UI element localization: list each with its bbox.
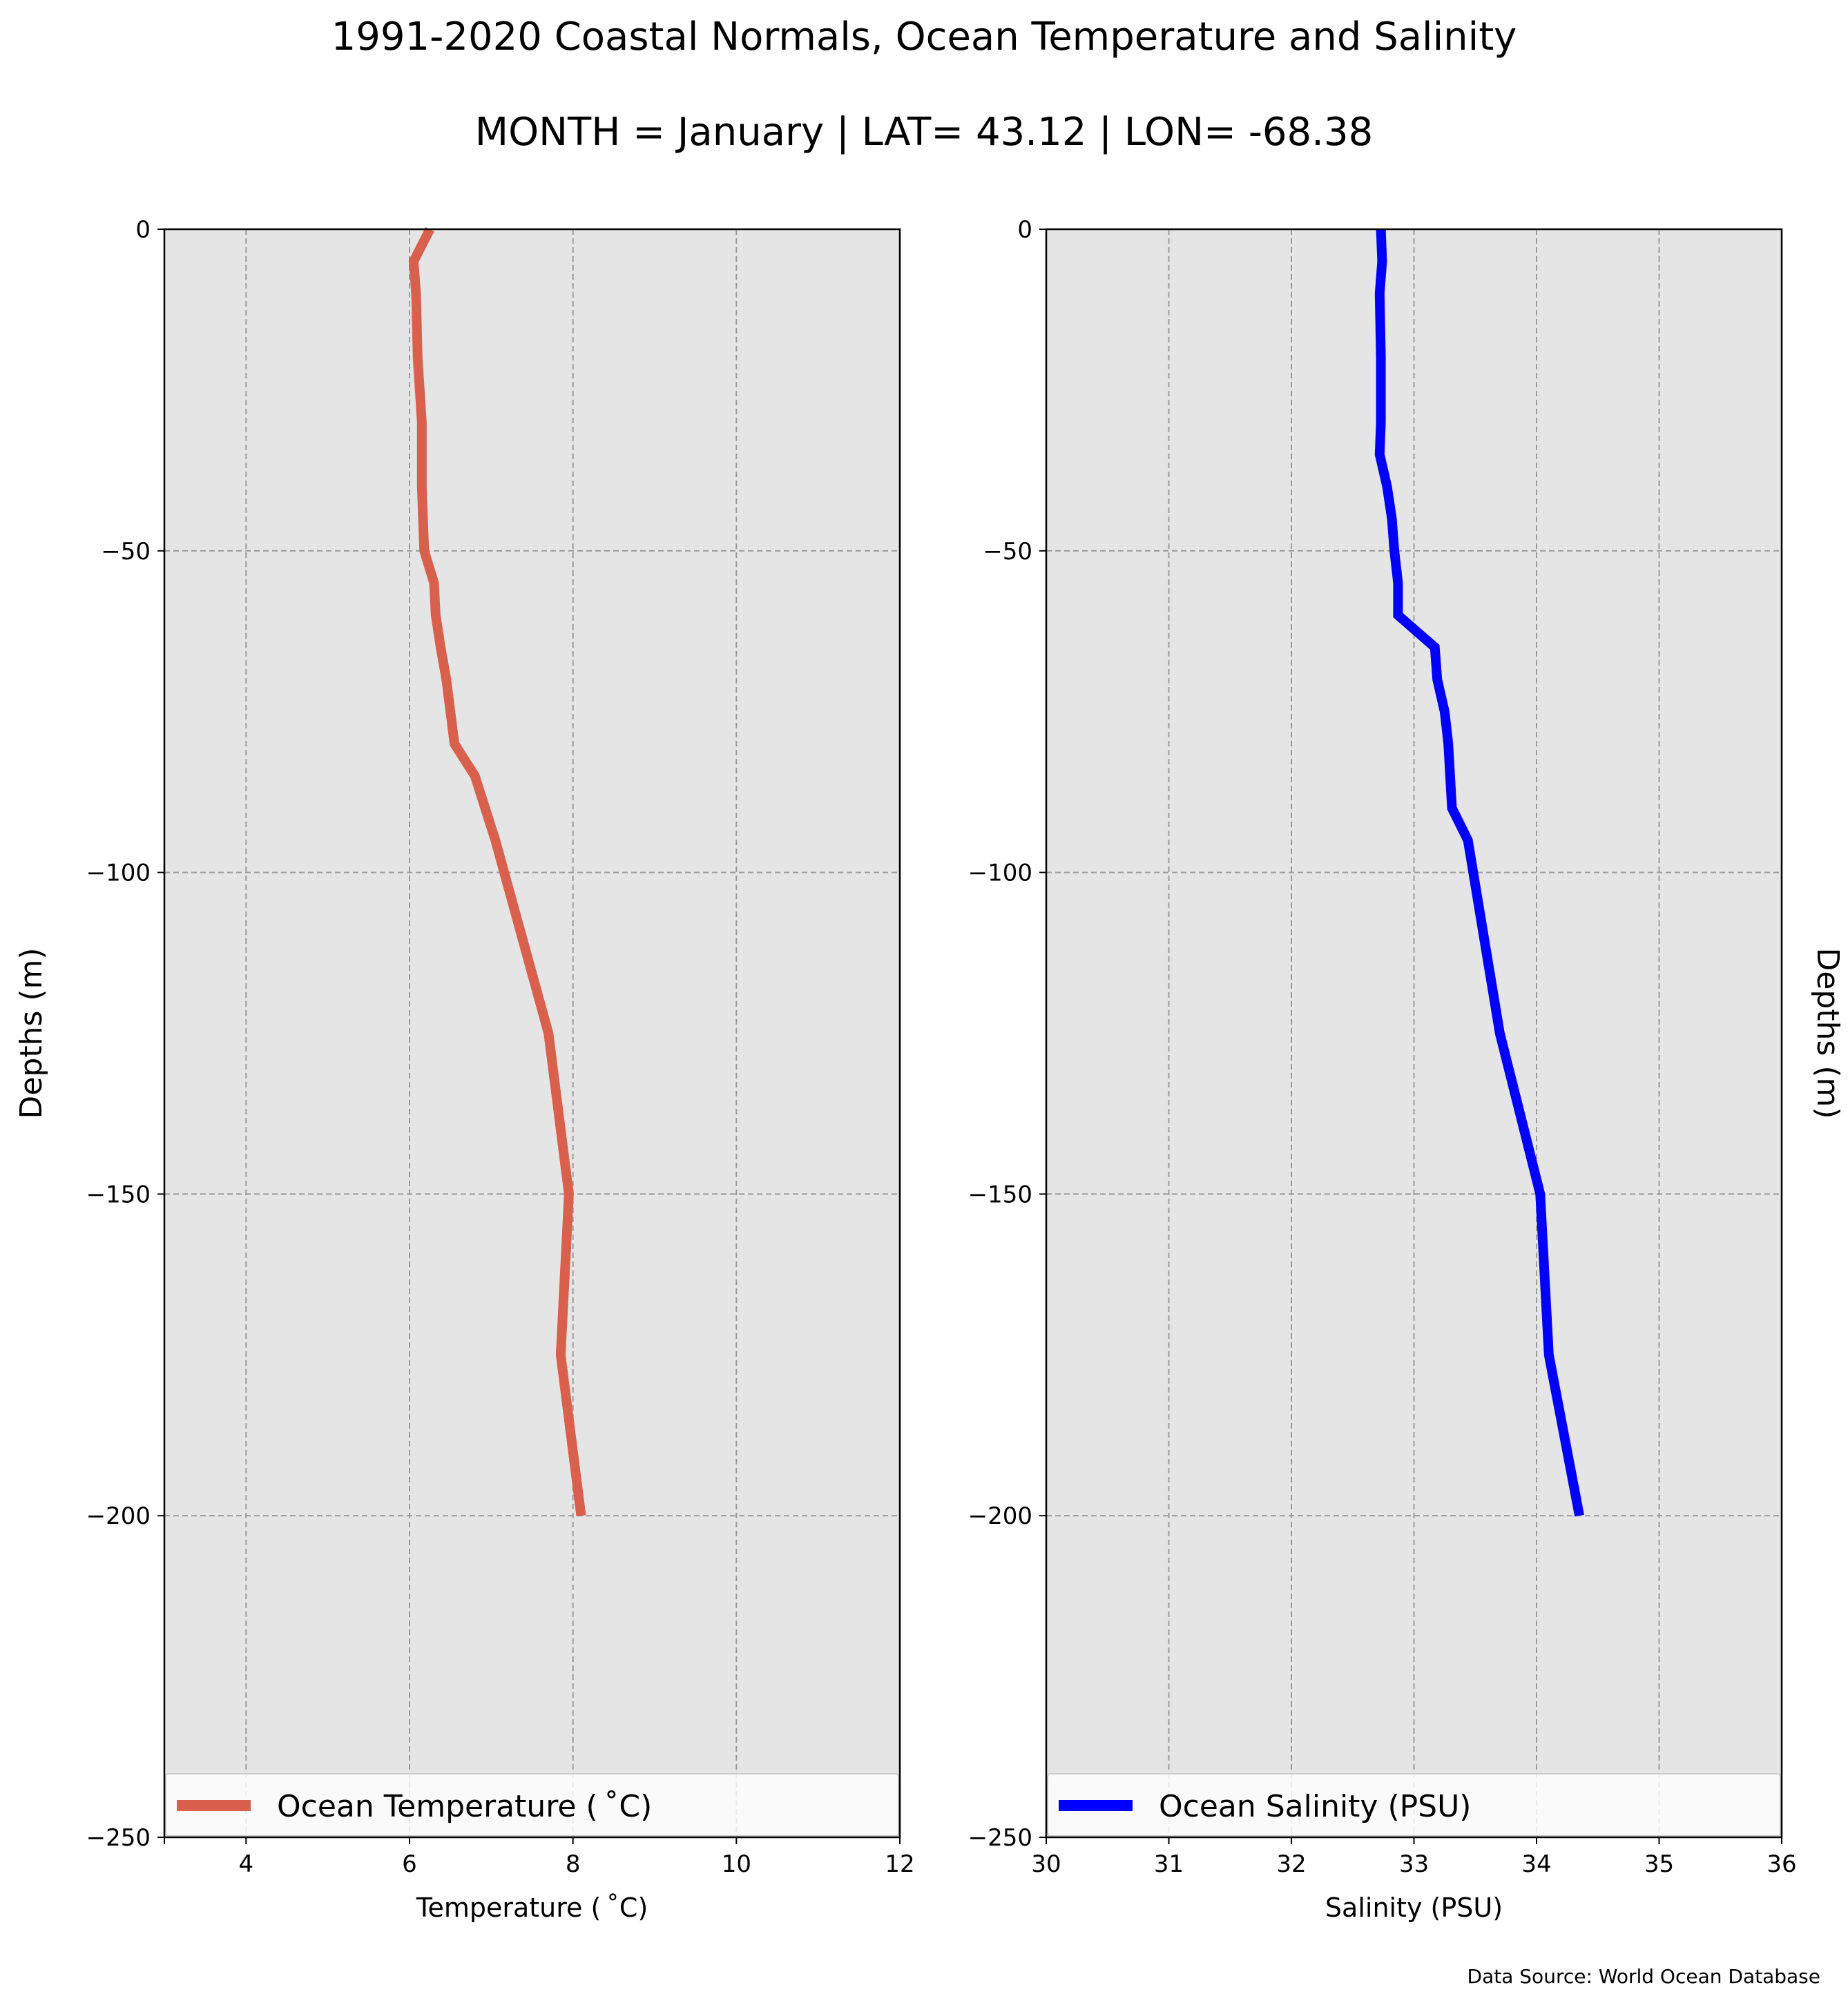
y-tick-label: −100 <box>86 860 151 887</box>
x-axis-label: Temperature ( ˚C) <box>416 1893 648 1923</box>
legend: Ocean Temperature ( ˚C) <box>165 1773 899 1837</box>
y-tick-label: −200 <box>86 1502 151 1530</box>
x-tick-label: 35 <box>1644 1850 1674 1878</box>
x-tick-label: 4 <box>239 1850 254 1878</box>
y-tick-label: −200 <box>968 1502 1032 1530</box>
x-tick-label: 34 <box>1521 1850 1551 1878</box>
legend-box <box>165 1773 899 1837</box>
x-tick-label: 32 <box>1276 1850 1306 1878</box>
x-tick-label: 6 <box>402 1850 417 1878</box>
legend-label: Ocean Salinity (PSU) <box>1159 1789 1471 1824</box>
x-tick-label: 8 <box>566 1850 581 1878</box>
chart-subtitle: MONTH = January | LAT= 43.12 | LON= -68.… <box>475 110 1373 155</box>
x-tick-label: 12 <box>885 1850 914 1878</box>
x-tick-label: 36 <box>1767 1850 1796 1878</box>
plot-frame <box>163 228 901 1839</box>
y-tick-label: −250 <box>968 1824 1032 1852</box>
series-line-salinity <box>1374 229 1584 1517</box>
series-line-temperature <box>408 226 586 1517</box>
salinity-panel: Ocean Salinity (PSU) 30 31 32 33 34 35 36 0 −50 −1… <box>968 216 1845 1923</box>
plot-background <box>164 229 900 1837</box>
temperature-panel: Ocean Temperature ( ˚C) 4 6 8 10 12 0 −50 −100 −1… <box>14 216 915 1923</box>
y-axis-label: Depths (m) <box>1810 947 1845 1119</box>
legend-box <box>1047 1773 1781 1837</box>
y-tick-label: 0 <box>1017 216 1032 244</box>
y-axis-label: Depths (m) <box>14 947 49 1119</box>
y-tick-label: −100 <box>968 860 1032 887</box>
x-tick-label: 10 <box>722 1850 751 1878</box>
y-tick-label: −250 <box>86 1824 151 1852</box>
y-tick-label: −150 <box>968 1181 1032 1208</box>
x-tick-label: 30 <box>1031 1850 1061 1878</box>
y-tick-label: −50 <box>101 538 151 565</box>
y-tick-label: 0 <box>135 216 151 244</box>
data-source-note: Data Source: World Ocean Database <box>1467 1965 1820 1988</box>
y-tick-label: −150 <box>86 1181 151 1208</box>
x-tick-label: 31 <box>1154 1850 1184 1878</box>
y-tick-label: −50 <box>983 538 1032 565</box>
x-axis-label: Salinity (PSU) <box>1325 1893 1503 1923</box>
x-tick-label: 33 <box>1399 1850 1429 1878</box>
legend: Ocean Salinity (PSU) <box>1047 1773 1781 1837</box>
legend-label: Ocean Temperature ( ˚C) <box>277 1789 652 1824</box>
chart-title: 1991-2020 Coastal Normals, Ocean Tempera… <box>331 14 1517 59</box>
